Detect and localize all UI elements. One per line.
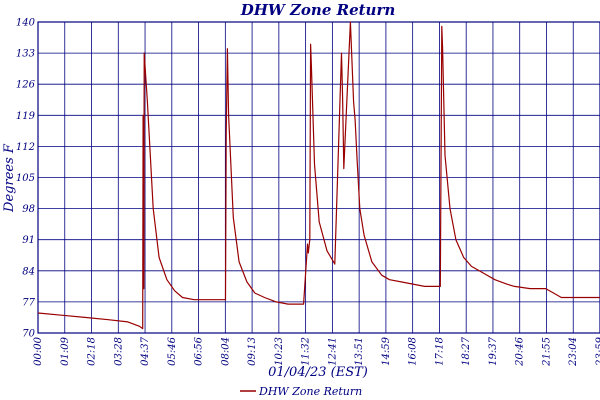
x-tick-label: 12:41 [327, 337, 338, 366]
y-tick-label: 84 [22, 266, 35, 277]
x-tick-label: 23:59 [595, 336, 600, 366]
y-tick-label: 126 [16, 80, 36, 91]
y-tick-label: 91 [22, 235, 35, 246]
legend: DHW Zone Return [240, 385, 362, 398]
x-tick-label: 02:18 [87, 337, 98, 366]
x-tick-label: 04:37 [140, 336, 151, 365]
y-tick-label: 105 [16, 173, 35, 184]
x-tick-label: 05:46 [167, 336, 178, 365]
y-tick-label: 77 [22, 297, 35, 308]
chart-title: DHW Zone Return [240, 1, 396, 19]
x-tick-label: 17:18 [434, 337, 445, 366]
legend-entry: DHW Zone Return [258, 385, 362, 398]
plot-area-border [37, 21, 600, 334]
series-layer [37, 21, 600, 330]
y-tick-label: 70 [22, 329, 35, 340]
y-tick-label: 119 [16, 111, 36, 122]
x-tick-label: 19:37 [488, 336, 499, 365]
y-tick-label: 133 [16, 49, 35, 60]
x-tick-label: 00:00 [33, 336, 44, 365]
x-tick-label: 23:04 [568, 337, 579, 367]
x-tick-label: 03:28 [113, 337, 124, 366]
x-tick-label: 14:59 [381, 336, 392, 365]
x-tick-labels: 00:00 01:09 02:18 03:28 04:37 05:46 06:56 08:04… [33, 336, 600, 366]
y-tick-label: 98 [22, 204, 35, 215]
x-tick-label: 21:55 [541, 337, 552, 367]
y-axis-label: Degrees F [2, 143, 17, 213]
x-tick-label: 10:23 [274, 337, 285, 366]
x-axis-label: 01/04/23 (EST) [268, 365, 368, 380]
x-tick-label: 18:27 [461, 336, 472, 365]
y-tick-label: 140 [16, 18, 36, 29]
y-tick-labels: 70 77 84 91 98 105 112 119 126 133 140 [16, 18, 36, 340]
x-tick-label: 11:32 [301, 337, 312, 366]
x-tick-label: 16:08 [408, 337, 419, 366]
x-tick-label: 09:13 [247, 337, 258, 366]
x-tick-label: 06:56 [194, 336, 205, 365]
x-tick-label: 08:04 [220, 337, 231, 366]
x-tick-label: 20:46 [515, 336, 526, 366]
series-line-0 [37, 21, 600, 330]
x-tick-label: 01:09 [60, 336, 71, 365]
x-tick-label: 13:51 [354, 337, 365, 366]
y-tick-label: 112 [16, 142, 35, 153]
